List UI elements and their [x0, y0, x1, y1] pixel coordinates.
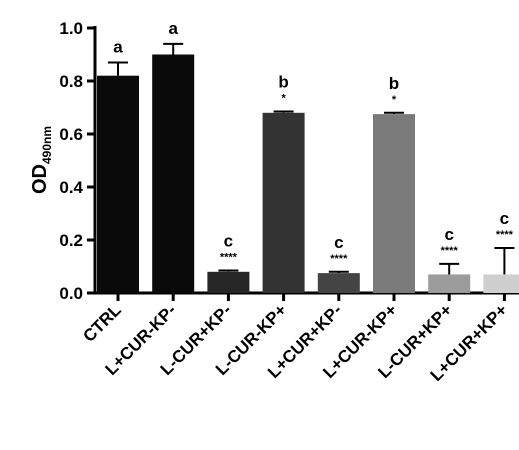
bar	[97, 75, 139, 293]
y-axis-label-main: OD	[29, 164, 51, 194]
y-tick-label: 0.0	[59, 284, 83, 303]
y-tick-label: 0.6	[59, 125, 83, 144]
group-letter: b	[389, 74, 399, 93]
y-tick-label: 0.8	[59, 72, 83, 91]
significance-stars: ****	[496, 229, 514, 241]
group-letter: c	[224, 231, 233, 250]
y-tick-label: 0.2	[59, 231, 83, 250]
group-letter: b	[278, 72, 288, 91]
group-letter: a	[113, 37, 123, 56]
significance-stars: *	[392, 94, 397, 106]
group-letter: c	[500, 209, 509, 228]
bar	[428, 274, 471, 293]
bar	[152, 54, 195, 293]
group-letter: a	[168, 19, 178, 38]
group-letter: c	[334, 233, 343, 252]
y-tick-label: 1.0	[59, 19, 83, 38]
significance-stars: ****	[220, 251, 238, 263]
x-tick-label: CTRL	[79, 300, 124, 345]
significance-stars: *	[281, 92, 286, 104]
y-axis-label-sub: 490nm	[40, 126, 54, 164]
bar	[483, 274, 519, 293]
bar	[207, 271, 250, 293]
significance-stars: ****	[441, 245, 459, 257]
bar	[317, 273, 360, 293]
bar	[262, 112, 305, 293]
bar	[373, 114, 415, 293]
y-axis-label: OD490nm	[29, 126, 54, 194]
group-letter: c	[444, 225, 453, 244]
y-tick-label: 0.4	[59, 178, 83, 197]
significance-stars: ****	[330, 253, 348, 265]
